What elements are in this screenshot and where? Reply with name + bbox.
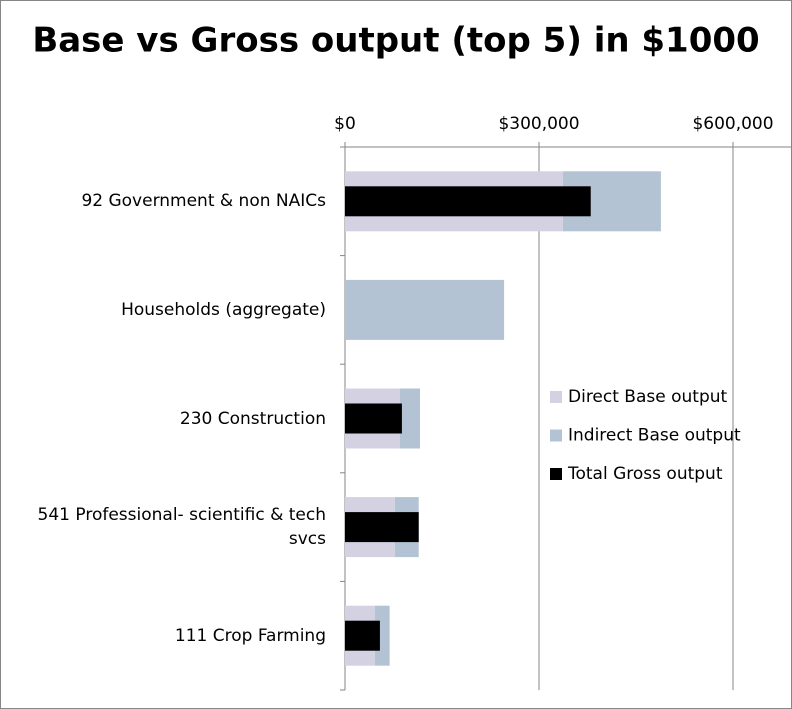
y-tick-label: Households (aggregate) [121,299,326,320]
bar-overlay [345,512,419,543]
bar-overlay [345,403,402,434]
y-tick-label: 541 Professional- scientific & tech svcs [37,505,326,550]
y-tick-label: 111 Crop Farming [174,625,326,646]
legend-label: Indirect Base output [568,426,741,446]
bar-overlay [345,186,591,217]
y-tick-label: 92 Government & non NAICs [81,191,326,212]
legend-swatch [550,391,562,403]
bar-segment [345,279,505,340]
x-tick-label: $600,000 [692,114,773,134]
x-tick-label: $300,000 [498,114,579,134]
legend-label: Total Gross output [567,464,723,484]
y-tick-label: 230 Construction [179,408,326,429]
chart-title: Base vs Gross output (top 5) in $1000 [32,21,759,61]
legend-label: Direct Base output [568,387,728,407]
x-tick-label: $0 [334,114,356,134]
bar-segment [399,388,421,449]
bar-overlay [345,620,380,651]
legend-swatch [550,429,562,442]
legend-swatch [550,468,562,480]
